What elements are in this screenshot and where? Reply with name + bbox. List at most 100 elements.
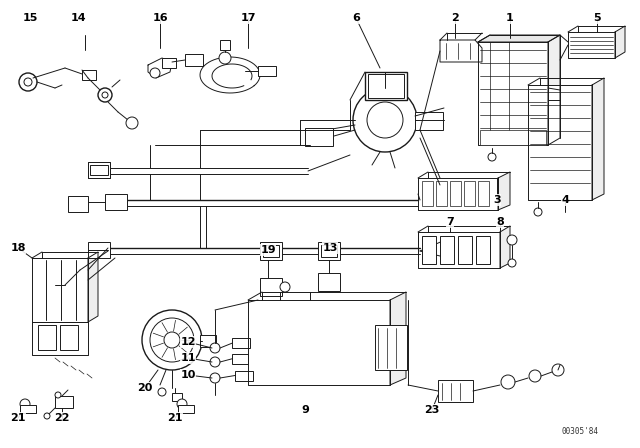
Circle shape xyxy=(150,318,194,362)
Text: 00305'84: 00305'84 xyxy=(561,427,598,436)
Bar xyxy=(375,325,407,370)
Circle shape xyxy=(142,310,202,370)
Circle shape xyxy=(102,92,108,98)
Bar xyxy=(305,128,333,146)
Circle shape xyxy=(44,413,50,419)
Bar xyxy=(178,405,194,413)
Text: 7: 7 xyxy=(446,217,454,227)
Bar xyxy=(172,393,182,401)
Text: 13: 13 xyxy=(323,243,338,253)
Bar xyxy=(258,66,276,76)
Bar xyxy=(436,181,447,206)
Bar xyxy=(321,245,337,257)
Polygon shape xyxy=(32,322,88,355)
Bar xyxy=(260,242,282,260)
Circle shape xyxy=(508,259,516,267)
Circle shape xyxy=(55,392,61,398)
Circle shape xyxy=(177,399,187,409)
Circle shape xyxy=(98,88,112,102)
Text: 18: 18 xyxy=(10,243,26,253)
Text: 8: 8 xyxy=(496,217,504,227)
Bar xyxy=(318,242,340,260)
Text: 22: 22 xyxy=(54,413,70,423)
Circle shape xyxy=(552,364,564,376)
Polygon shape xyxy=(88,252,98,322)
Circle shape xyxy=(529,370,541,382)
Polygon shape xyxy=(498,172,510,210)
Text: 10: 10 xyxy=(180,370,196,380)
Bar xyxy=(105,194,127,210)
Bar xyxy=(365,72,407,100)
Circle shape xyxy=(150,68,160,78)
Bar xyxy=(478,181,489,206)
Polygon shape xyxy=(32,258,88,322)
Text: 23: 23 xyxy=(424,405,440,415)
Bar xyxy=(88,162,110,178)
Bar xyxy=(232,354,248,364)
Bar xyxy=(450,181,461,206)
Circle shape xyxy=(367,102,403,138)
Bar xyxy=(185,54,203,66)
Circle shape xyxy=(210,343,220,353)
Circle shape xyxy=(219,52,231,64)
Text: 21: 21 xyxy=(10,413,26,423)
Polygon shape xyxy=(528,85,592,200)
Bar xyxy=(476,236,490,264)
Polygon shape xyxy=(390,292,406,385)
Text: 9: 9 xyxy=(301,405,309,415)
Bar xyxy=(368,74,404,98)
Bar xyxy=(200,335,216,347)
Circle shape xyxy=(20,399,30,409)
Text: 15: 15 xyxy=(22,13,38,23)
Text: 11: 11 xyxy=(180,353,196,363)
Text: 19: 19 xyxy=(260,245,276,255)
Polygon shape xyxy=(248,300,390,385)
Circle shape xyxy=(501,375,515,389)
Text: 2: 2 xyxy=(451,13,459,23)
Polygon shape xyxy=(148,58,172,78)
Circle shape xyxy=(353,88,417,152)
Polygon shape xyxy=(500,226,510,268)
Text: 5: 5 xyxy=(593,13,601,23)
Bar xyxy=(263,245,279,257)
Text: 1: 1 xyxy=(506,13,514,23)
Bar xyxy=(438,380,473,402)
Bar xyxy=(38,325,56,350)
Bar xyxy=(162,58,176,68)
Polygon shape xyxy=(615,26,625,58)
Circle shape xyxy=(126,117,138,129)
Bar xyxy=(458,236,472,264)
Text: 20: 20 xyxy=(138,383,153,393)
Circle shape xyxy=(19,73,37,91)
Circle shape xyxy=(280,282,290,292)
Circle shape xyxy=(210,357,220,367)
Circle shape xyxy=(210,373,220,383)
Bar xyxy=(318,273,340,291)
Polygon shape xyxy=(478,35,560,42)
Bar xyxy=(88,162,110,178)
Circle shape xyxy=(158,388,166,396)
Circle shape xyxy=(164,332,180,348)
Bar xyxy=(480,130,546,145)
Bar xyxy=(68,196,88,212)
Text: 16: 16 xyxy=(152,13,168,23)
Bar xyxy=(422,181,433,206)
Bar xyxy=(88,242,110,258)
Bar xyxy=(464,181,475,206)
Polygon shape xyxy=(418,178,498,210)
Bar xyxy=(82,70,96,80)
Text: 21: 21 xyxy=(167,413,183,423)
Circle shape xyxy=(534,208,542,216)
Polygon shape xyxy=(440,40,482,62)
Polygon shape xyxy=(478,42,548,145)
Text: 6: 6 xyxy=(352,13,360,23)
Bar xyxy=(260,278,282,296)
Bar xyxy=(232,338,250,348)
Bar xyxy=(220,40,230,50)
Bar xyxy=(60,325,78,350)
Circle shape xyxy=(488,153,496,161)
Bar xyxy=(55,396,73,408)
Bar xyxy=(415,112,443,130)
Text: 17: 17 xyxy=(240,13,256,23)
Polygon shape xyxy=(568,32,615,58)
